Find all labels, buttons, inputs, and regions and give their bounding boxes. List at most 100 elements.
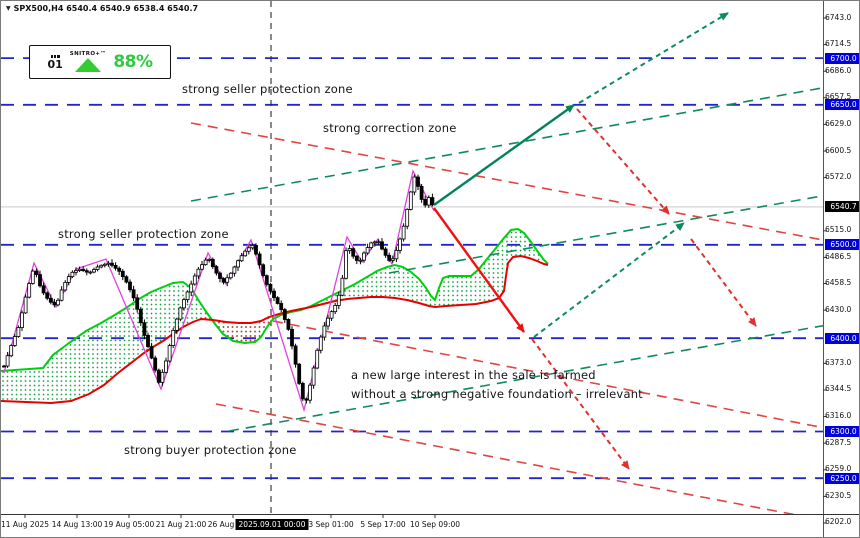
candle-body: [171, 329, 176, 346]
time-tick-label: 19 Aug 05:00: [103, 520, 155, 529]
annotation-correction-zone[interactable]: strong correction zone: [323, 121, 457, 135]
candle-body: [182, 299, 186, 309]
candle-body: [74, 270, 78, 273]
trendline-red-channel-mid[interactable]: [272, 320, 860, 435]
price-tick-label: 6316.0: [825, 411, 852, 421]
candle-body: [228, 272, 233, 279]
candle-body: [333, 305, 338, 313]
candle-body: [401, 225, 406, 240]
candle-body: [232, 266, 237, 274]
candle-body: [398, 238, 402, 251]
trendline-green-channel-lower[interactable]: [228, 319, 860, 432]
candle-body: [236, 260, 240, 268]
arrow-impulse-up-to-6650[interactable]: [433, 104, 575, 206]
level-price-badge: 6650.0: [825, 99, 859, 111]
candle-body: [218, 272, 222, 279]
barcode-icon: [50, 54, 60, 58]
annotation-seller-zone-upper[interactable]: strong seller protection zone: [182, 82, 353, 96]
arrow-drop-to-6250-forecast[interactable]: [531, 338, 630, 470]
candle-body: [369, 242, 374, 248]
candle-body: [167, 345, 172, 362]
time-tick-label: 21 Aug 21:00: [155, 520, 207, 529]
candle-body: [5, 355, 10, 367]
indicator-brand-block: SNITRO+™: [69, 50, 107, 73]
price-tick-label: 6743.0: [825, 12, 852, 22]
candle-body: [160, 371, 165, 383]
trendline-red-channel-lower[interactable]: [215, 403, 833, 522]
annotation-seller-zone-mid[interactable]: strong seller protection zone: [58, 227, 229, 241]
price-tick-label: 6230.5: [825, 490, 852, 500]
candles[interactable]: [2, 174, 435, 404]
candle-body: [329, 311, 334, 319]
level-price-badge: 6250.0: [825, 472, 859, 484]
candle-body: [326, 317, 330, 327]
candle-body: [84, 270, 89, 273]
arrow-drop-to-6430-forecast[interactable]: [690, 238, 757, 327]
candle-body: [423, 198, 428, 206]
annotation-buyer-zone[interactable]: strong buyer protection zone: [124, 443, 297, 457]
candle-body: [372, 241, 377, 244]
candle-body: [221, 278, 226, 283]
candle-body: [383, 248, 388, 256]
candle-body: [9, 345, 14, 357]
candle-body: [142, 322, 147, 336]
candle-body: [214, 266, 219, 274]
time-tick-label: 10 Sep 09:00: [409, 520, 461, 529]
candle-body: [99, 264, 104, 268]
candle-body: [56, 299, 60, 306]
candle-body: [225, 277, 230, 283]
candle-body: [23, 296, 28, 314]
candle-body: [203, 259, 208, 266]
annotation-sale-note[interactable]: a new large interest in the sale is farm…: [351, 366, 643, 404]
candle-body: [336, 294, 341, 306]
candle-body: [102, 263, 107, 266]
candle-body: [272, 290, 276, 299]
candle-body: [257, 253, 262, 266]
candle-body: [27, 283, 32, 298]
candle-body: [308, 384, 312, 401]
candle-body: [138, 308, 143, 324]
time-separator-label: 2025.09.01 00:00: [235, 519, 309, 530]
candle-body: [92, 269, 96, 273]
candle-body: [192, 275, 197, 285]
annotation-sale-note-line2: without a strong negative foundation – i…: [351, 387, 643, 401]
candle-body: [264, 275, 269, 285]
level-price-badge: 6700.0: [825, 52, 859, 64]
brand-label: SNITRO+™: [69, 50, 107, 57]
candle-body: [77, 268, 82, 271]
arrow-breakout-up-forecast[interactable]: [578, 12, 729, 104]
arrow-rebound-up-forecast[interactable]: [533, 222, 685, 338]
candle-body: [376, 241, 381, 244]
price-tick-label: 6373.0: [825, 357, 852, 367]
candle-body: [164, 360, 168, 373]
time-tick-label: 11 Aug 2025: [0, 520, 50, 529]
price-tick-label: 6458.5: [825, 278, 852, 288]
candle-body: [390, 258, 395, 261]
arrow-pullback-down-forecast[interactable]: [576, 108, 670, 215]
signal-strength-value: 88%: [113, 52, 153, 72]
candle-body: [293, 345, 298, 365]
candle-body: [297, 363, 302, 384]
annotation-sale-note-line1: a new large interest in the sale is farm…: [351, 368, 596, 382]
candle-body: [282, 309, 287, 320]
candle-body: [210, 258, 215, 267]
candle-body: [322, 325, 327, 338]
arrow-impulse-down-to-6400[interactable]: [433, 207, 525, 333]
candle-body: [347, 248, 352, 252]
collapse-triangle-icon[interactable]: ▼: [6, 5, 11, 12]
candle-body: [416, 176, 420, 187]
trendline-red-channel-upper[interactable]: [190, 122, 860, 247]
candle-body: [185, 291, 190, 301]
candle-body: [59, 289, 64, 301]
candle-body: [354, 255, 359, 261]
indicator-number: 01: [47, 54, 63, 70]
current-price-badge: 6540.7: [825, 201, 859, 213]
candle-body: [394, 249, 399, 260]
trendline-green-channel-mid[interactable]: [388, 189, 860, 274]
candle-body: [124, 276, 129, 283]
price-tick-label: 6287.5: [825, 437, 852, 447]
trendline-green-channel-upper[interactable]: [190, 81, 860, 202]
candle-body: [149, 346, 154, 359]
